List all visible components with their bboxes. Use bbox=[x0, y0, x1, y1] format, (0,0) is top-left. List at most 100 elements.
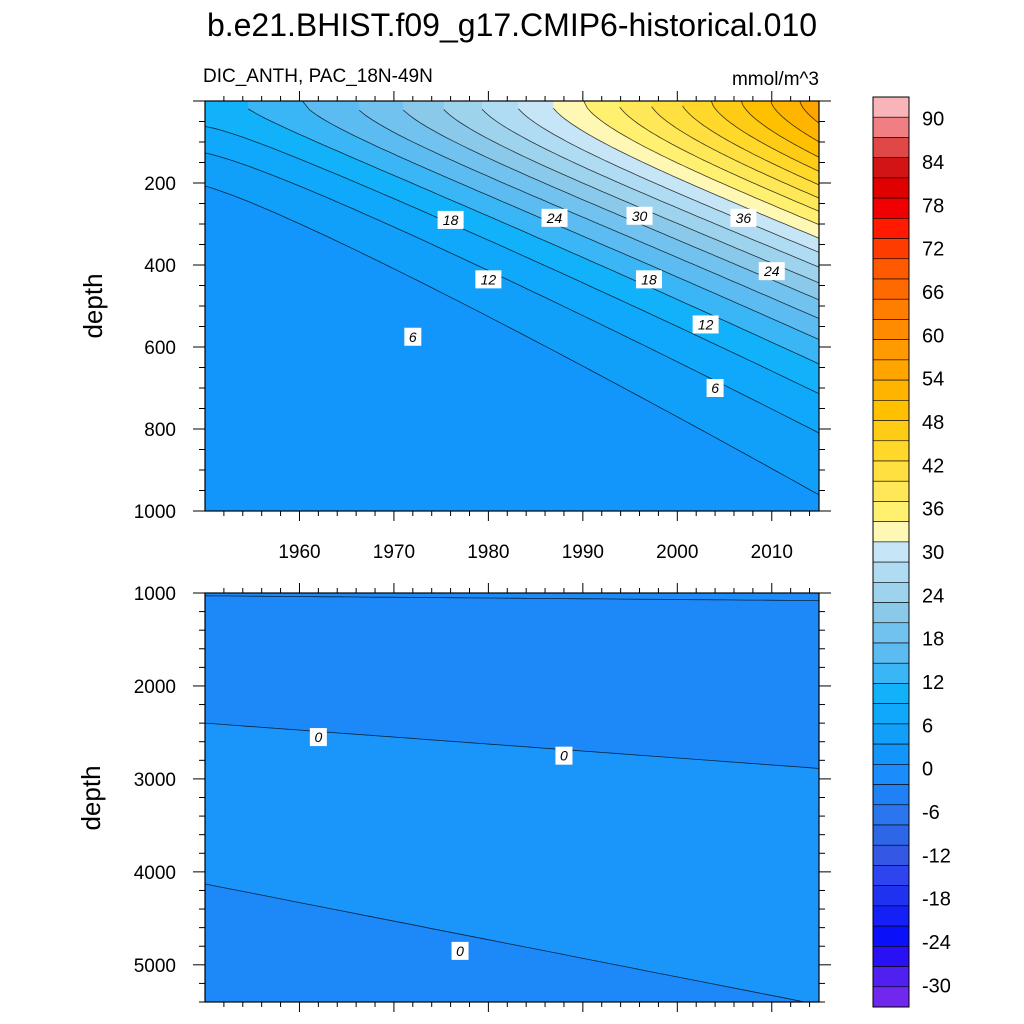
colorbar-box bbox=[872, 157, 910, 179]
colorbar-box bbox=[872, 784, 910, 806]
colorbar-box bbox=[872, 177, 910, 199]
colorbar-box bbox=[872, 561, 910, 583]
contour-line bbox=[481, 108, 819, 268]
y-tick-label: 1000 bbox=[134, 502, 176, 523]
units-label: mmol/m^3 bbox=[732, 69, 819, 90]
colorbar-box bbox=[872, 622, 910, 644]
colorbar-tick-label: 12 bbox=[922, 672, 944, 694]
contour-label-box bbox=[692, 315, 719, 334]
contour-line bbox=[205, 883, 807, 1002]
colorbar-box bbox=[872, 440, 910, 462]
lower-contour-labels: 0 0 0 bbox=[309, 728, 573, 960]
contour-line bbox=[651, 106, 819, 199]
contour-line bbox=[619, 106, 819, 212]
contour-line bbox=[402, 109, 819, 301]
colorbar-box bbox=[872, 339, 910, 361]
contour-line bbox=[799, 101, 819, 124]
colorbar-box bbox=[872, 865, 910, 886]
y-tick-label: 800 bbox=[144, 420, 176, 441]
colorbar-box bbox=[872, 764, 910, 785]
colorbar-boxes bbox=[872, 96, 910, 1008]
upper-y-axis-title: depth bbox=[78, 273, 108, 338]
colorbar-box bbox=[872, 359, 910, 381]
contour-label: 18 bbox=[635, 270, 662, 289]
colorbar-tick-label: 60 bbox=[922, 325, 944, 347]
colorbar: 908478726660544842363024181260-6-12-18-2… bbox=[872, 96, 951, 1008]
colorbar-box bbox=[872, 96, 910, 118]
contour-line bbox=[682, 105, 819, 186]
contour-label-box bbox=[706, 379, 724, 397]
colorbar-box bbox=[872, 642, 910, 664]
colorbar-box bbox=[872, 420, 910, 442]
colorbar-box bbox=[872, 298, 910, 320]
contour-label-text: 18 bbox=[443, 212, 459, 228]
contour-label-text: 36 bbox=[736, 210, 752, 226]
colorbar-box bbox=[872, 460, 910, 482]
colorbar-tick-label: -30 bbox=[922, 975, 951, 997]
colorbar-box bbox=[872, 278, 910, 300]
lower-panel: 0 0 0 1000 2000 3000 4000 5000 depth bbox=[76, 583, 831, 1012]
lower-y-axis-title: depth bbox=[76, 765, 106, 830]
contour-line bbox=[583, 101, 819, 225]
colorbar-box bbox=[872, 319, 910, 340]
contour-label-text: 12 bbox=[481, 271, 497, 287]
contour-label: 0 bbox=[309, 728, 327, 747]
contour-label-box bbox=[404, 327, 422, 346]
upper-contour-bands bbox=[205, 101, 819, 511]
contour-label: 6 bbox=[404, 327, 422, 346]
colorbar-box bbox=[872, 703, 910, 725]
variable-region-label: DIC_ANTH, PAC_18N-49N bbox=[203, 66, 433, 87]
upper-y-tick-labels: 200 400 600 800 1000 bbox=[134, 174, 176, 523]
colorbar-tick-label: -18 bbox=[922, 889, 951, 911]
colorbar-box bbox=[872, 379, 910, 401]
colorbar-box bbox=[872, 723, 910, 745]
contour-label: 12 bbox=[692, 315, 719, 334]
contour-label: 24 bbox=[758, 262, 785, 281]
colorbar-tick-label: -6 bbox=[922, 802, 940, 824]
contour-label-box bbox=[309, 728, 327, 747]
contour-label: 30 bbox=[626, 206, 653, 225]
upper-panel: 18 24 30 36 12 18 24 12 6 6 1960 1970 1980 1990 2000 2… bbox=[78, 91, 831, 563]
y-tick-label: 3000 bbox=[134, 770, 176, 791]
x-tick-label: 1960 bbox=[278, 542, 320, 563]
contour-label-box bbox=[635, 270, 662, 289]
colorbar-box bbox=[872, 743, 910, 765]
contour-line bbox=[553, 108, 819, 239]
contour-label-text: 12 bbox=[698, 316, 714, 332]
colorbar-box bbox=[872, 258, 910, 280]
x-tick-label: 1970 bbox=[373, 542, 415, 563]
colorbar-box bbox=[872, 116, 910, 138]
x-tick-label: 2000 bbox=[656, 542, 698, 563]
colorbar-tick-labels: 908478726660544842363024181260-6-12-18-2… bbox=[922, 109, 951, 998]
colorbar-box bbox=[872, 218, 910, 239]
contour-label-text: 6 bbox=[409, 329, 417, 345]
contour-label: 6 bbox=[706, 379, 724, 397]
upper-x-tick-labels: 1960 1970 1980 1990 2000 2010 bbox=[278, 542, 793, 563]
lower-contour-bands bbox=[205, 593, 819, 1002]
contour-line bbox=[205, 595, 819, 601]
colorbar-tick-label: 84 bbox=[922, 152, 944, 174]
colorbar-tick-label: 18 bbox=[922, 629, 944, 651]
contour-label-box bbox=[437, 210, 464, 229]
contour-label-text: 6 bbox=[711, 380, 719, 396]
contour-line bbox=[247, 108, 819, 365]
colorbar-tick-label: 6 bbox=[922, 715, 933, 737]
contour-band bbox=[205, 883, 805, 1002]
contour-line bbox=[741, 101, 819, 158]
upper-y-ticks bbox=[193, 100, 831, 512]
contour-label-box bbox=[626, 206, 653, 225]
y-tick-label: 2000 bbox=[134, 677, 176, 698]
colorbar-box bbox=[872, 137, 910, 158]
contour-label-box bbox=[730, 208, 757, 227]
contour-label-text: 0 bbox=[456, 943, 464, 959]
contour-line bbox=[205, 185, 819, 496]
contour-line bbox=[443, 109, 819, 284]
colorbar-box bbox=[872, 541, 910, 563]
contour-label-box bbox=[451, 941, 469, 960]
contour-label-text: 30 bbox=[632, 208, 648, 224]
colorbar-tick-label: 42 bbox=[922, 455, 944, 477]
contour-line bbox=[205, 722, 819, 769]
x-tick-label: 1980 bbox=[467, 542, 509, 563]
colorbar-box bbox=[872, 905, 910, 927]
